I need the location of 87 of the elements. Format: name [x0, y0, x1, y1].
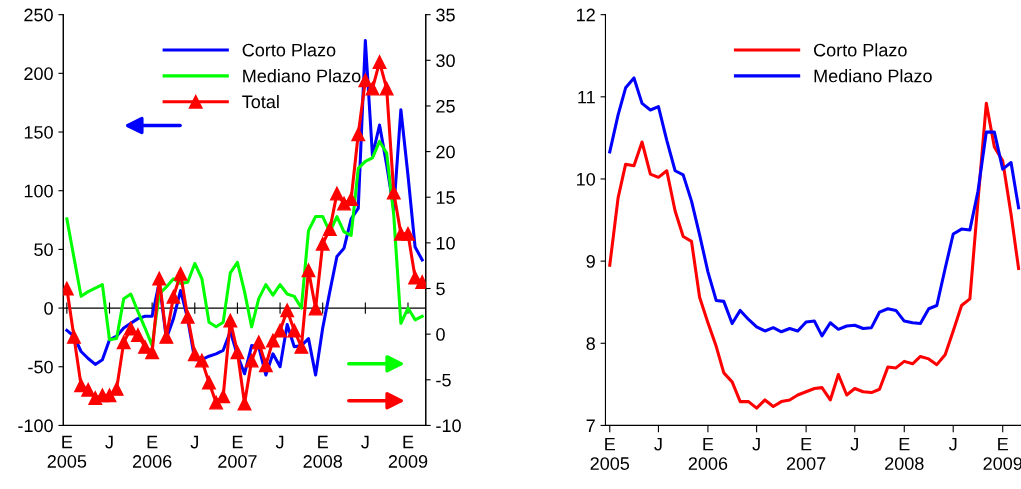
x-tick-label: J	[948, 437, 957, 451]
y-tick-label: 7	[586, 419, 595, 432]
point	[173, 266, 188, 281]
point	[230, 345, 245, 360]
y-tick-label: 150	[24, 125, 53, 139]
y2-tick-label: -5	[436, 373, 451, 387]
point	[287, 323, 302, 338]
x-tick-label: J	[654, 437, 662, 451]
y-tick-label: 250	[24, 8, 53, 22]
x-tick-label: J	[190, 435, 198, 449]
line-series	[608, 101, 1021, 410]
point	[251, 335, 266, 350]
point	[209, 395, 224, 410]
y-tick-label: 12	[577, 8, 595, 22]
legend-label: Corto Plazo	[242, 43, 336, 57]
point	[116, 335, 131, 350]
point	[130, 328, 145, 343]
x-tick-label: E 2009	[983, 437, 1021, 470]
point	[386, 185, 401, 200]
x-tick-label: E 2009	[388, 435, 428, 468]
point	[166, 289, 181, 304]
x-tick-label: E 2008	[303, 435, 343, 468]
x-tick-label: E 2007	[786, 437, 826, 470]
x-tick-label: E 2006	[132, 435, 172, 468]
x-tick-label: J	[752, 437, 760, 451]
point	[152, 271, 167, 286]
y-tick-label: 10	[577, 172, 596, 186]
point	[315, 236, 330, 251]
y-tick-label: 8	[586, 337, 595, 350]
y2-tick-label: 30	[436, 54, 455, 68]
y2-tick-label: 0	[436, 328, 445, 341]
point	[351, 127, 366, 142]
point	[123, 321, 138, 336]
y-tick-label: 50	[34, 243, 53, 257]
point	[138, 339, 152, 354]
point	[280, 303, 295, 318]
y-tick-label: 0	[44, 302, 53, 315]
point	[294, 339, 309, 354]
y-tick-label: 100	[24, 184, 53, 198]
point	[329, 186, 344, 201]
legend-label: Mediano Plazo	[243, 69, 361, 83]
point	[372, 55, 387, 70]
point	[102, 388, 117, 403]
point	[216, 389, 231, 404]
x-tick-label: E 2005	[47, 435, 87, 468]
point	[322, 222, 337, 237]
point	[365, 81, 380, 96]
point	[301, 263, 316, 278]
point	[273, 323, 288, 338]
legend-label: Total	[242, 94, 279, 109]
point	[266, 333, 280, 348]
y-tick-label: -100	[18, 419, 53, 433]
y2-tick-label: 10	[436, 236, 455, 250]
point	[180, 309, 195, 324]
legend-label: Mediano Plazo	[814, 69, 932, 83]
x-tick-label: E 2006	[688, 437, 728, 470]
x-tick-label: E 2008	[885, 437, 924, 470]
point	[81, 382, 96, 397]
y2-tick-label: 25	[436, 99, 455, 113]
point	[194, 353, 209, 368]
y-tick-label: 11	[578, 90, 595, 104]
legend-label: Corto Plazo	[814, 43, 907, 57]
point	[379, 81, 394, 96]
point	[145, 345, 160, 360]
point	[258, 358, 273, 373]
point	[202, 375, 216, 390]
x-tick-label: J	[105, 435, 113, 449]
y-tick-label: 9	[586, 255, 595, 268]
x-tick-label: E 2005	[590, 437, 630, 470]
point	[187, 347, 202, 362]
y2-tick-label: 20	[436, 145, 455, 159]
y2-tick-label: 5	[436, 282, 445, 296]
point	[223, 313, 238, 328]
point	[344, 192, 359, 207]
y-tick-label: -50	[28, 360, 53, 374]
point	[109, 381, 124, 396]
x-tick-label: E 2007	[218, 435, 257, 468]
y2-tick-label: 35	[436, 8, 455, 22]
y2-tick-label: 15	[436, 191, 455, 204]
x-tick-label: J	[850, 437, 858, 451]
x-tick-label: J	[361, 435, 369, 449]
point	[244, 353, 259, 368]
y2-tick-label: -10	[436, 419, 461, 433]
x-tick-label: J	[275, 435, 284, 449]
point	[401, 226, 415, 241]
y-tick-label: 200	[24, 67, 53, 81]
point	[67, 329, 81, 344]
